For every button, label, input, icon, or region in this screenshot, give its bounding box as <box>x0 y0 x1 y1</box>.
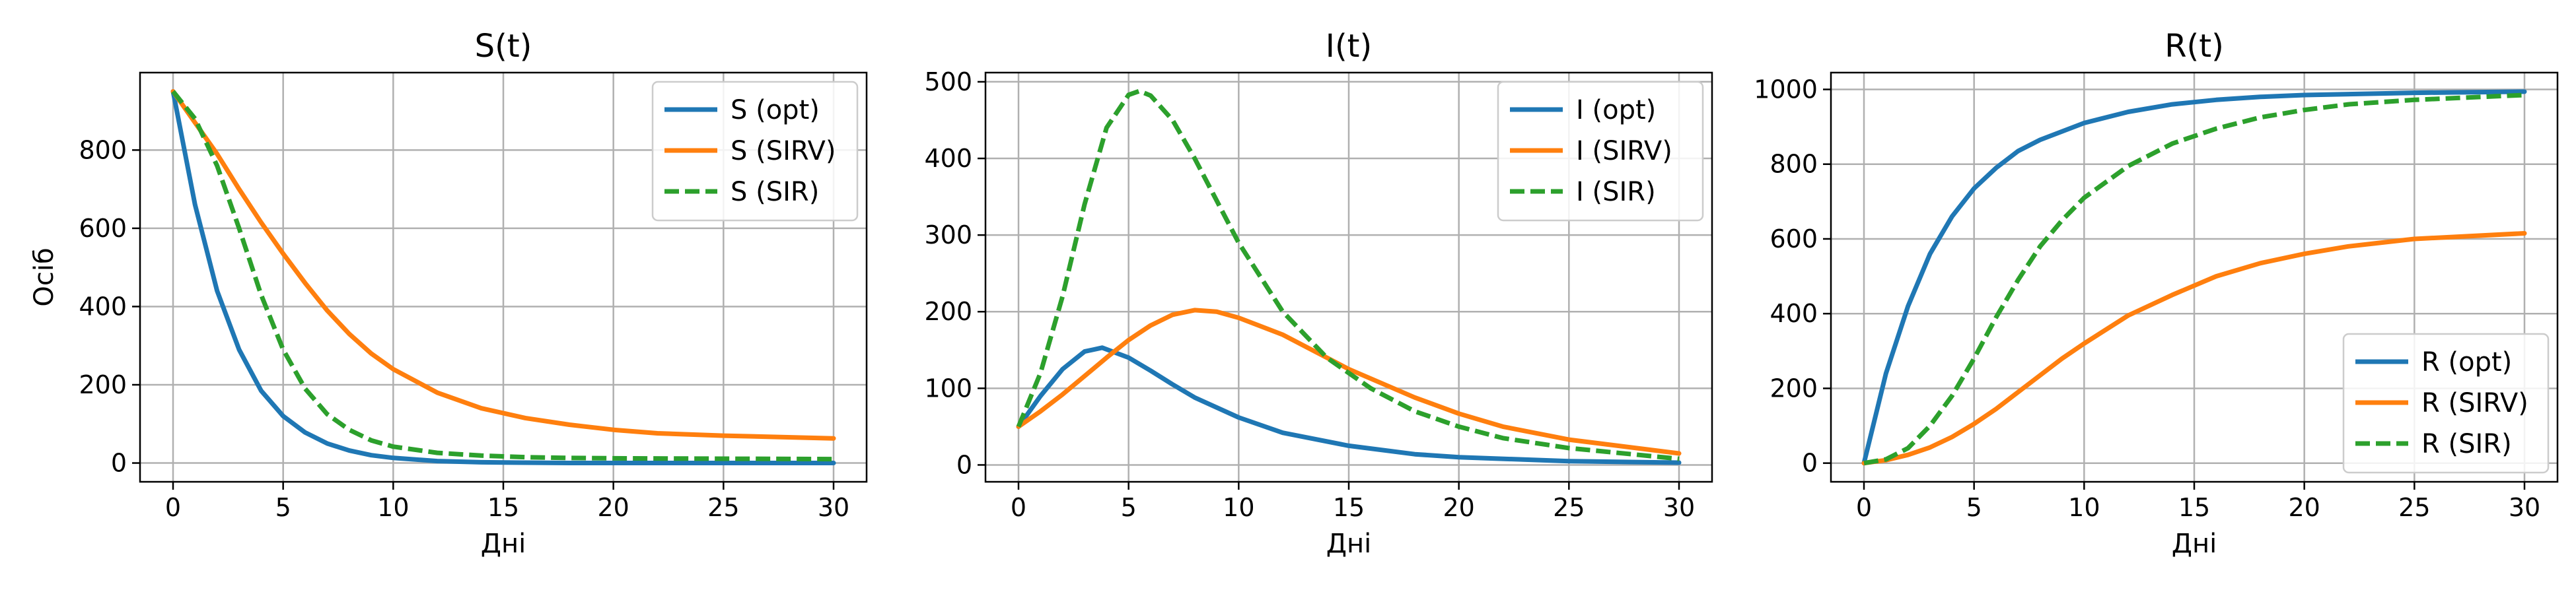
x-tick-label: 15 <box>2178 493 2210 522</box>
x-tick-label: 10 <box>2068 493 2100 522</box>
y-tick-label: 300 <box>924 220 972 249</box>
legend-entry-label: I (SIR) <box>1576 177 1656 207</box>
y-tick-label: 0 <box>956 450 972 479</box>
series-line-i-opt <box>1016 345 1682 465</box>
y-tick-label: 600 <box>1770 224 1818 253</box>
series-line-i-sirv <box>1016 308 1682 456</box>
legend-entry-label: S (SIRV) <box>731 136 836 166</box>
x-tick-label: 5 <box>1121 493 1137 522</box>
legend-entry-label: R (SIRV) <box>2421 388 2528 418</box>
y-tick-label: 1000 <box>1754 75 1818 104</box>
x-tick-label: 20 <box>597 493 629 522</box>
x-tick-label: 10 <box>1223 493 1254 522</box>
y-tick-label: 200 <box>79 370 127 399</box>
y-tick-label: 600 <box>79 214 127 243</box>
y-tick-label: 100 <box>924 374 972 403</box>
x-axis-label: Дні <box>2172 529 2217 559</box>
y-tick-label: 800 <box>1770 150 1818 179</box>
x-tick-label: 30 <box>1663 493 1695 522</box>
y-tick-label: 0 <box>111 449 127 478</box>
x-tick-label: 25 <box>1553 493 1585 522</box>
y-axis-label: Осіб <box>29 248 59 306</box>
chart-title: S(t) <box>475 28 532 65</box>
x-tick-label: 15 <box>1333 493 1365 522</box>
x-tick-label: 5 <box>1966 493 1982 522</box>
series-line-r-sirv <box>1861 231 2527 466</box>
legend-entry-label: R (opt) <box>2421 347 2512 378</box>
chart-title: R(t) <box>2165 28 2224 65</box>
series-line-s-opt <box>170 89 836 465</box>
chart-title: I(t) <box>1326 28 1372 65</box>
x-tick-label: 0 <box>1856 493 1872 522</box>
legend-box <box>651 81 859 222</box>
legend-entry-label: R (SIR) <box>2421 429 2512 459</box>
x-tick-label: 0 <box>165 493 181 522</box>
x-axis-label: Дні <box>481 529 526 559</box>
series-line-i-sir <box>1016 88 1680 461</box>
legend-entry-label: I (SIRV) <box>1576 136 1672 166</box>
x-tick-label: 10 <box>377 493 409 522</box>
x-tick-label: 5 <box>275 493 291 522</box>
y-tick-label: 400 <box>1770 299 1818 328</box>
chart-panel-1: 0 5 10 15 20 25 30 0 200 400 600 800 S(t) Дні Осіб S (o… <box>29 28 868 559</box>
series-line-r-opt <box>1861 89 2527 466</box>
x-tick-label: 20 <box>2288 493 2320 522</box>
legend: S (opt) S (SIRV) S (SIR) <box>651 81 859 222</box>
series-line-r-sir <box>1863 92 2525 466</box>
y-tick-label: 800 <box>79 135 127 164</box>
legend-entry-label: I (opt) <box>1576 95 1656 125</box>
legend-box <box>2342 333 2550 474</box>
x-tick-label: 30 <box>2509 493 2540 522</box>
legend: I (opt) I (SIRV) I (SIR) <box>1497 81 1704 222</box>
x-tick-label: 25 <box>707 493 739 522</box>
series-line-s-sir <box>171 90 834 462</box>
x-axis-label: Дні <box>1326 529 1372 559</box>
legend-entry-label: S (SIR) <box>731 177 819 207</box>
x-tick-label: 20 <box>1443 493 1474 522</box>
y-tick-label: 200 <box>1770 374 1818 403</box>
x-tick-label: 15 <box>487 493 519 522</box>
x-tick-label: 0 <box>1011 493 1026 522</box>
legend: R (opt) R (SIRV) R (SIR) <box>2342 333 2550 474</box>
legend-entry-label: S (opt) <box>731 95 820 125</box>
chart-panel-3: 0 5 10 15 20 25 30 0 200 400 600 800 1000 R(t) Дні R (o… <box>1754 28 2559 559</box>
y-tick-label: 400 <box>924 144 972 173</box>
x-tick-label: 25 <box>2398 493 2430 522</box>
y-tick-label: 200 <box>924 297 972 326</box>
legend-box <box>1497 81 1704 222</box>
y-tick-label: 400 <box>79 292 127 321</box>
series-line-s-sirv <box>170 89 836 441</box>
y-tick-label: 0 <box>1802 449 1818 478</box>
y-tick-label: 500 <box>924 67 972 96</box>
x-tick-label: 30 <box>818 493 849 522</box>
